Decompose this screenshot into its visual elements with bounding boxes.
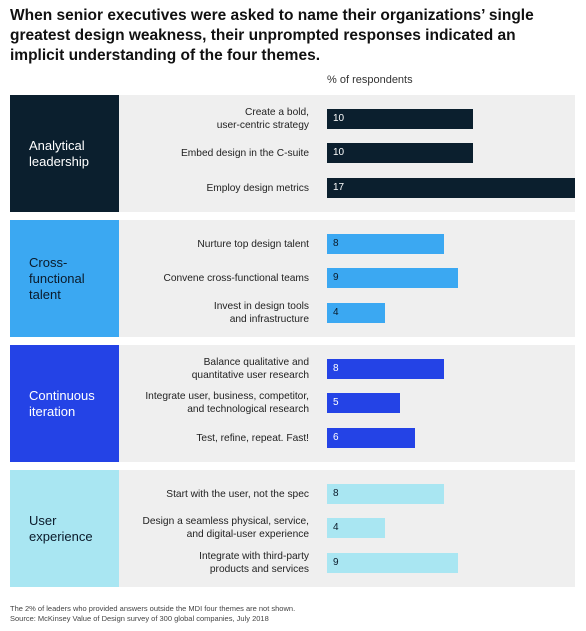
bar-label: Employ design metrics [206,182,309,194]
bar: 10 [327,143,473,163]
bar-label: Integrate user, business, competitor, an… [145,391,309,415]
group-3: User experience Start with the user, not … [10,470,575,587]
bar: 5 [327,393,400,413]
bar-label: Design a seamless physical, service, and… [142,516,309,540]
bar-label: Balance qualitative and quantitative use… [191,357,309,381]
bar-value-label: 5 [333,397,339,408]
group-badge: User experience [10,470,119,587]
group-label: Cross- functional talent [29,254,85,302]
group-badge: Continuous iteration [10,345,119,462]
bar-value-label: 8 [333,488,339,499]
bar-value-label: 10 [333,113,345,124]
bar-label: Invest in design tools and infrastructur… [213,301,309,325]
group-label: Analytical leadership [29,137,89,169]
group-1: Cross- functional talent Nurture top desi… [10,220,575,337]
bar: 4 [327,303,386,323]
group-label: Continuous iteration [29,387,95,419]
group-badge: Analytical leadership [10,95,119,212]
bar: 10 [327,109,473,129]
bar: 4 [327,518,386,538]
bar-label: Create a bold, user-centric strategy [216,107,309,131]
bar-value-label: 9 [333,557,339,568]
bar-label: Test, refine, repeat. Fast! [196,432,309,444]
bar-label: Start with the user, not the spec [166,488,309,500]
bar-value-label: 4 [333,522,339,533]
bar-label: Nurture top design talent [197,238,309,250]
footnote: The 2% of leaders who provided answers o… [10,604,296,613]
bar-value-label: 10 [333,147,345,158]
bar-label: Convene cross-functional teams [163,272,309,284]
group-0: Analytical leadership Create a bold, user… [10,95,575,212]
bar-value-label: 8 [333,363,339,374]
bar-value-label: 9 [333,272,339,283]
bar: 8 [327,234,444,254]
source-note: Source: McKinsey Value of Design survey … [10,614,269,623]
bar-value-label: 8 [333,238,339,249]
bar-label: Integrate with third-party products and … [199,551,309,575]
chart-title: When senior executives were asked to nam… [10,7,534,64]
group-badge: Cross- functional talent [10,220,119,337]
axis-title: % of respondents [327,74,413,86]
bar: 6 [327,428,415,448]
bar: 8 [327,484,444,504]
group-label: User experience [29,512,93,544]
bar: 8 [327,359,444,379]
bar: 9 [327,553,459,573]
bar-value-label: 6 [333,432,339,443]
bar: 9 [327,268,459,288]
bar: 17 [327,178,575,198]
bar-label: Embed design in the C-suite [181,147,309,159]
group-2: Continuous iteration Balance qualitative … [10,345,575,462]
bar-value-label: 4 [333,307,339,318]
bar-value-label: 17 [333,182,345,193]
